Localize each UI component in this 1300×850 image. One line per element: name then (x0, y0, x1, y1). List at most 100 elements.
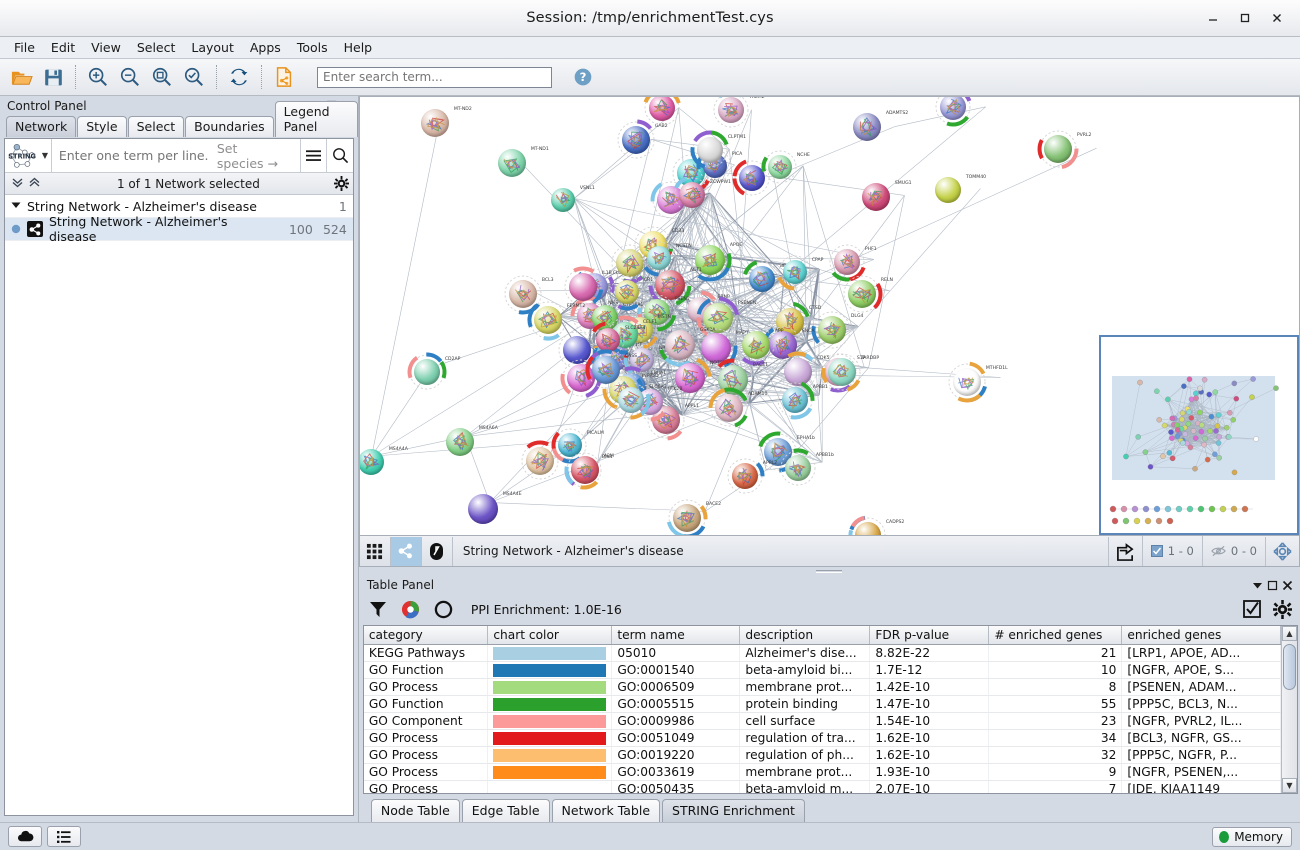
cloud-icon[interactable] (8, 826, 42, 847)
network-node[interactable]: NOTCH1 (668, 356, 729, 400)
network-node[interactable]: MT-ND1 (491, 142, 549, 184)
scrollbar-thumb[interactable] (1282, 643, 1296, 690)
network-node[interactable]: BACE2 (666, 497, 721, 535)
network-node[interactable]: PHF1 (827, 242, 877, 282)
network-node[interactable]: APOE (688, 238, 742, 282)
zoom-in-icon[interactable] (83, 62, 113, 92)
pan-navigator-icon[interactable] (1264, 536, 1299, 566)
zoom-out-icon[interactable] (115, 62, 145, 92)
network-node[interactable]: APBB1 (775, 380, 828, 420)
col-term-name[interactable]: term name (611, 625, 741, 646)
network-node[interactable]: MS4A6A (439, 421, 498, 463)
menu-select[interactable]: Select (136, 40, 176, 55)
zoom-fit-icon[interactable] (147, 62, 177, 92)
tab-node-table[interactable]: Node Table (370, 798, 460, 822)
search-input[interactable] (317, 66, 552, 88)
zoom-selected-icon[interactable] (179, 62, 209, 92)
donut-chart-icon[interactable] (434, 600, 453, 619)
network-node[interactable]: TARDBP (821, 351, 879, 393)
network-node[interactable]: APBB1b (778, 448, 834, 488)
menu-tools[interactable]: Tools (296, 40, 328, 55)
table-vertical-scrollbar[interactable]: ▲ ▼ (1280, 625, 1297, 793)
col-enriched-genes[interactable]: enriched genes (1121, 625, 1281, 646)
scroll-down-icon[interactable]: ▼ (1281, 777, 1297, 793)
export-network-icon[interactable] (269, 62, 299, 92)
network-node[interactable]: CR1 (608, 273, 653, 311)
enrichment-table-body[interactable]: KEGG Pathways 05010 Alzheimer's dise... 8.8… (363, 644, 1281, 793)
minimize-button[interactable] (1198, 5, 1228, 31)
menu-edit[interactable]: Edit (50, 40, 76, 55)
string-species-caret-icon[interactable]: ▼ (41, 151, 49, 160)
table-panel-close-icon[interactable] (1280, 578, 1295, 593)
network-node[interactable]: MT-ND2 (414, 102, 472, 144)
tab-legend-panel[interactable]: Legend Panel (274, 101, 358, 137)
table-row[interactable]: GO Process GO:0051049 regulation of tra...… (363, 729, 1281, 748)
network-node[interactable]: NCSTN (640, 239, 692, 277)
close-button[interactable] (1262, 5, 1292, 31)
network-node[interactable]: TOP (933, 97, 973, 127)
network-node[interactable]: BCL3 (502, 273, 554, 315)
col-chart-color[interactable]: chart color (487, 625, 613, 646)
annotation-icon[interactable] (422, 536, 453, 566)
network-node[interactable]: FERMT2 (527, 299, 585, 341)
network-node[interactable]: SLC24A4 (589, 321, 645, 359)
network-canvas[interactable]: MT-ND2MT-ND1VSNL1GAB2RTS1S1EPICAADAMTS2S… (358, 96, 1300, 536)
network-node[interactable]: A2M (564, 449, 614, 491)
tab-network[interactable]: Network (6, 116, 77, 137)
network-node[interactable]: MS4A4A (359, 442, 408, 482)
maximize-button[interactable] (1230, 5, 1260, 31)
network-node[interactable]: SMUG1 (855, 176, 912, 218)
network-node[interactable]: APP (735, 324, 784, 366)
pie-chart-icon[interactable] (401, 600, 420, 619)
table-row[interactable]: GO Process GO:0006509 membrane prot... 1.42… (363, 678, 1281, 697)
tab-style[interactable]: Style (77, 116, 127, 137)
network-node[interactable]: ZCWPW1 (672, 175, 731, 215)
enrichment-table[interactable]: category chart color term name descripti… (363, 625, 1281, 793)
network-node[interactable]: IL1B (562, 266, 612, 308)
network-node[interactable]: CASS (585, 349, 637, 391)
export-icon[interactable] (1107, 536, 1142, 566)
expand-arrow-icon[interactable] (5, 201, 27, 212)
gear-icon[interactable] (1272, 599, 1292, 619)
memory-status[interactable]: Memory (1212, 826, 1292, 847)
network-node[interactable]: SORL1 (642, 97, 695, 128)
network-tree[interactable]: String Network - Alzheimer's disease 1 (5, 195, 353, 815)
network-overview-panel[interactable] (1098, 335, 1299, 535)
tab-select[interactable]: Select (127, 116, 185, 137)
set-species-link[interactable]: Set species → (216, 140, 278, 171)
table-row[interactable]: GO Function GO:0001540 beta-amyloid bi... 1… (363, 661, 1281, 680)
collapse-all-icon[interactable] (9, 177, 26, 191)
network-node[interactable]: DLG4 (811, 309, 863, 351)
menu-help[interactable]: Help (343, 40, 373, 55)
network-node[interactable]: SLC6A3 (611, 380, 667, 420)
filter-icon[interactable] (369, 600, 387, 618)
network-node[interactable]: SNCA (762, 324, 815, 366)
save-icon[interactable] (38, 62, 68, 92)
col-category[interactable]: category (363, 625, 489, 646)
network-node[interactable]: ADAMTS2 (846, 106, 908, 148)
tab-string-enrichment[interactable]: STRING Enrichment (662, 798, 805, 822)
network-node[interactable]: MS4A4E (461, 487, 522, 531)
tree-row-network[interactable]: String Network - Alzheimer's disease 100… (5, 214, 353, 244)
string-logo-icon[interactable]: STRING (5, 139, 42, 172)
table-panel-float-icon[interactable] (1265, 578, 1280, 593)
network-node[interactable]: NCHE (761, 148, 810, 186)
table-panel-dropdown-icon[interactable] (1250, 578, 1265, 593)
search-icon[interactable] (326, 139, 353, 172)
network-node[interactable]: MAPT (694, 326, 749, 370)
scroll-up-icon[interactable]: ▲ (1281, 625, 1297, 641)
gear-icon[interactable] (333, 176, 349, 191)
table-row[interactable]: GO Process GO:0033619 membrane prot... 1.93… (363, 763, 1281, 782)
network-node[interactable]: TREM2 (711, 97, 765, 130)
menu-file[interactable]: File (14, 40, 35, 55)
network-node[interactable]: CPAP (776, 253, 823, 291)
network-node[interactable]: CLPTM1 (690, 130, 746, 170)
network-node[interactable]: RELN (841, 273, 893, 315)
col-description[interactable]: description (739, 625, 871, 646)
tree-row-root[interactable]: String Network - Alzheimer's disease 1 (5, 195, 353, 218)
menu-view[interactable]: View (91, 40, 121, 55)
checkbox-checked-icon[interactable] (1243, 600, 1261, 619)
hamburger-icon[interactable] (299, 139, 327, 172)
network-node[interactable]: PSENEN (696, 296, 756, 340)
table-row[interactable]: GO Function GO:0005515 protein binding 1.47… (363, 695, 1281, 714)
